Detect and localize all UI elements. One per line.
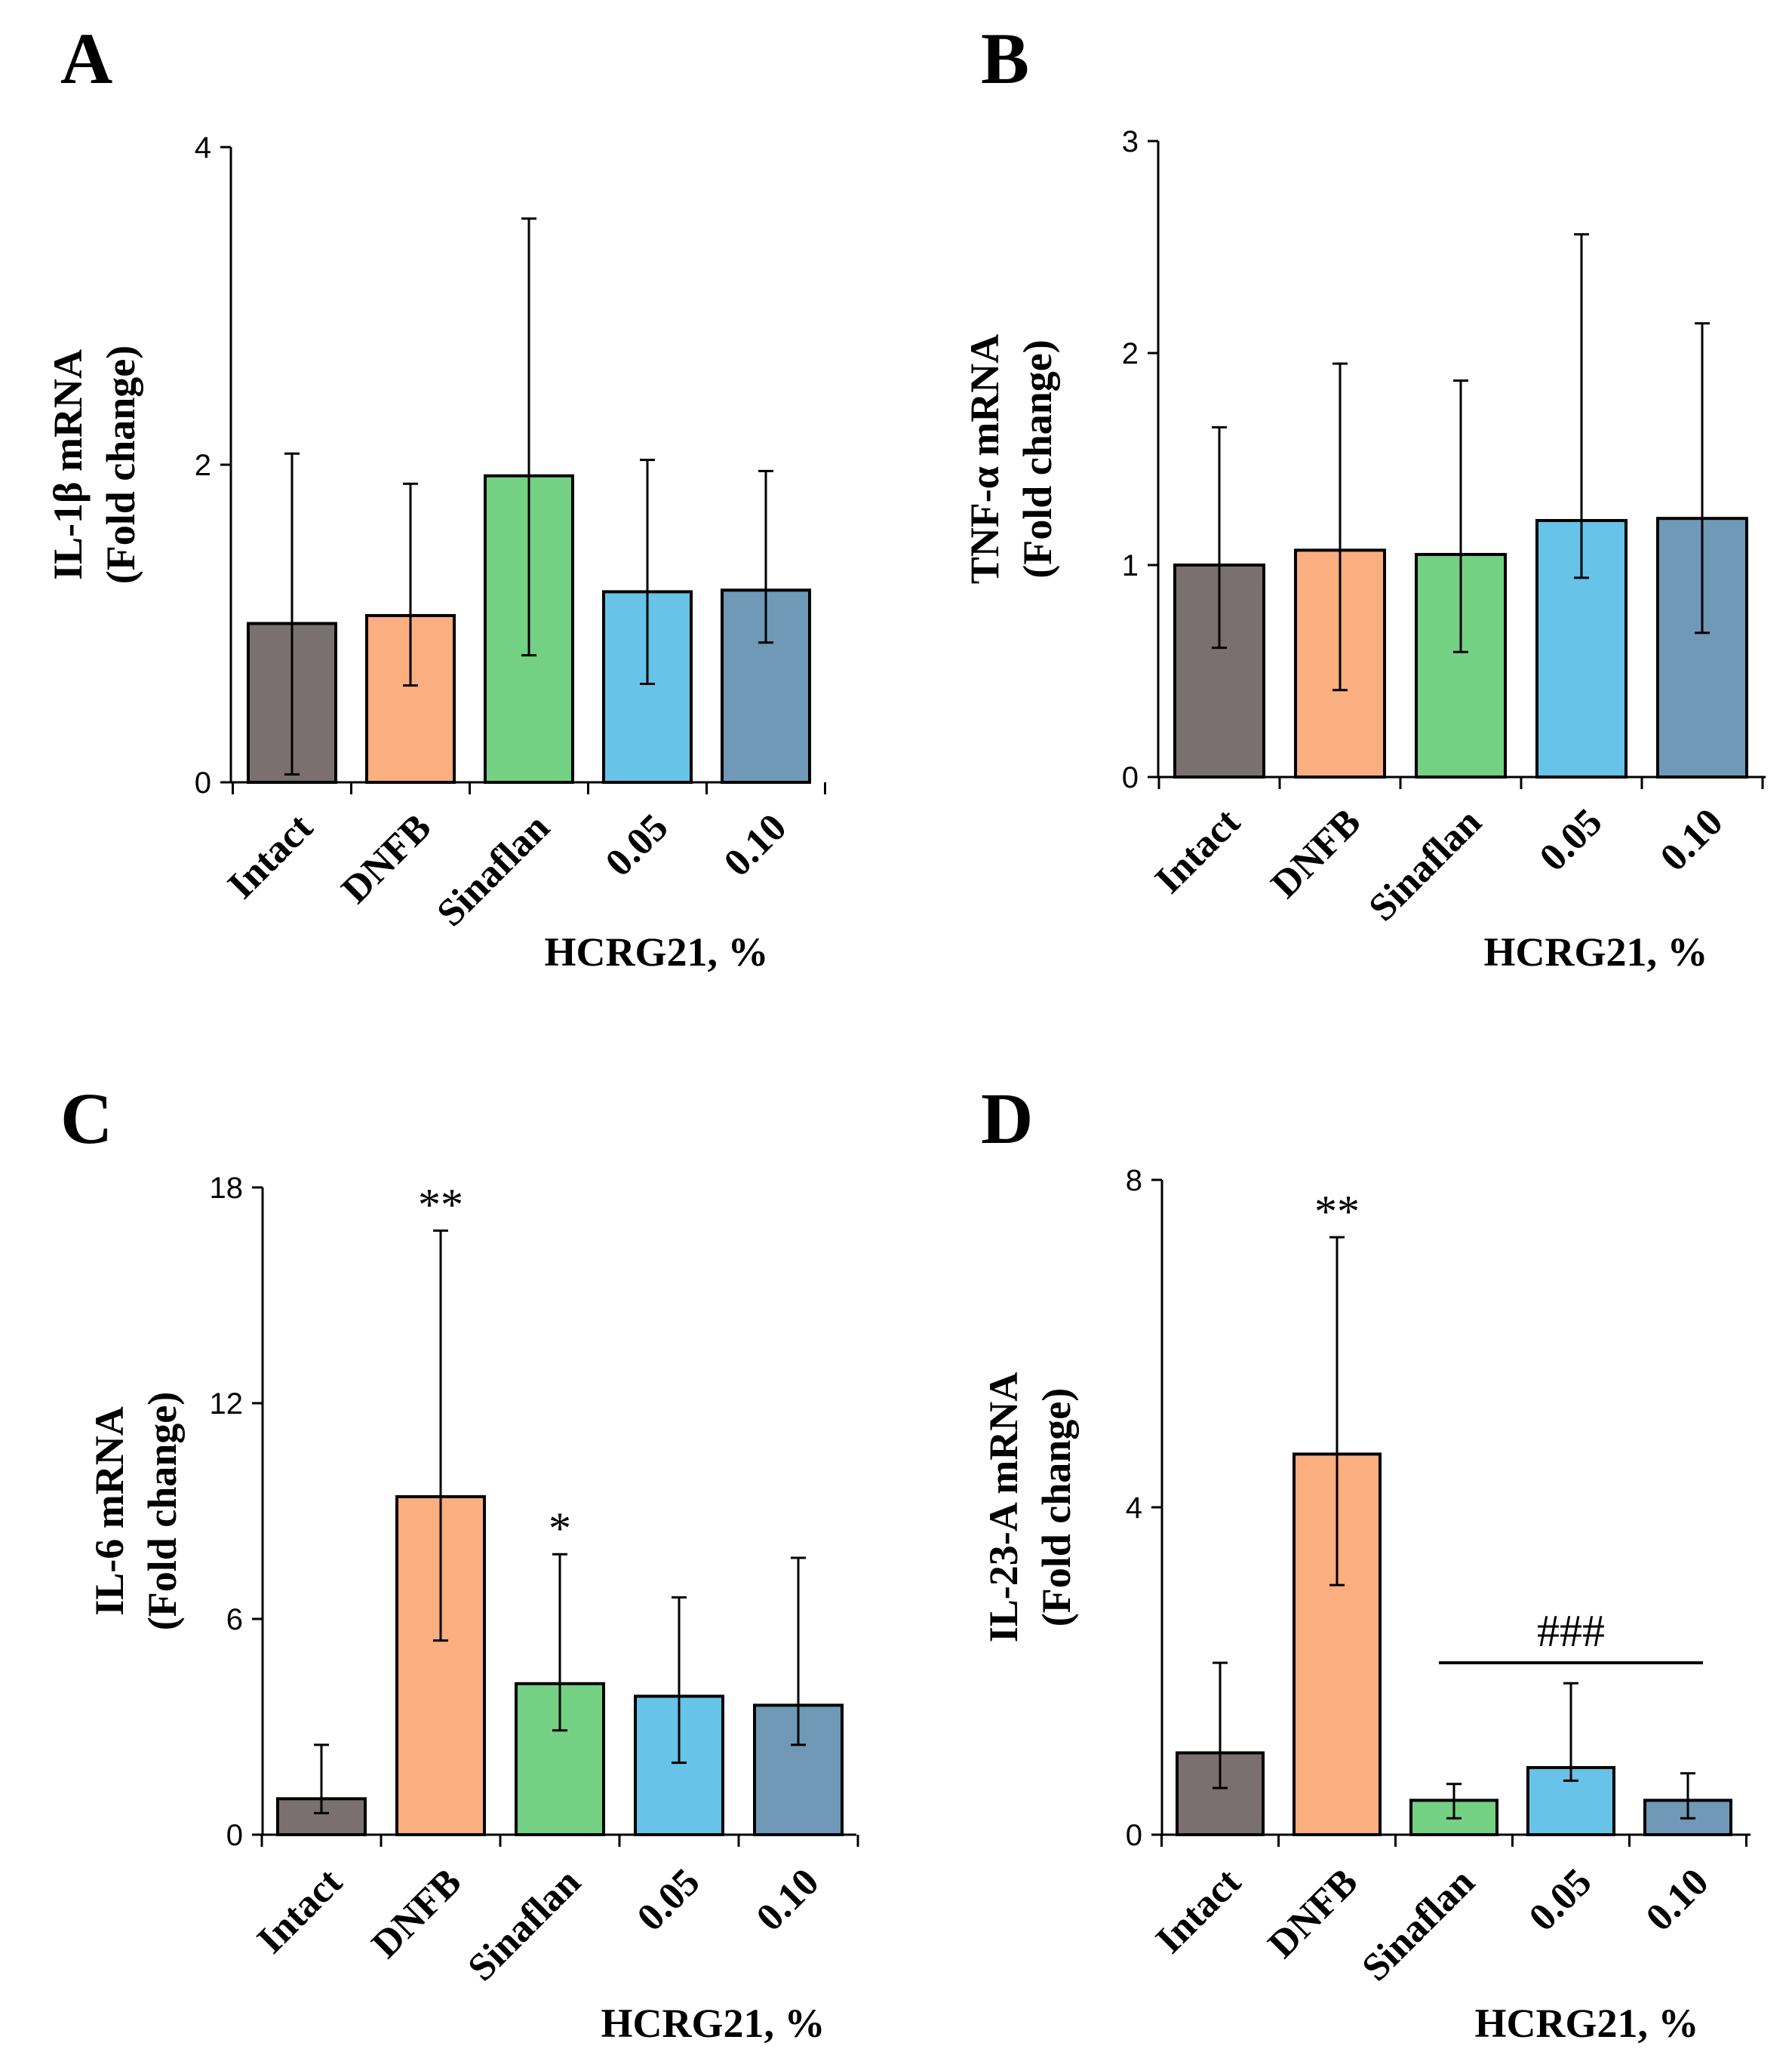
group-annotation-label: ### xyxy=(1537,1606,1605,1656)
y-tick-label: 3 xyxy=(1122,125,1139,158)
figure: A024IL-1β mRNA (Fold change)Intact DNFBSin… xyxy=(0,0,1792,2058)
category-label: DNFB xyxy=(364,1860,469,1966)
group-label: HCRG21, % xyxy=(1475,2001,1699,2046)
y-axis-label-unit: (Fold change) xyxy=(1034,1388,1079,1627)
panel-letter: C xyxy=(60,1078,112,1159)
panel-letter: B xyxy=(981,18,1029,99)
panel-d: D 0 4 8 IL-23-A mRNA (Fold change) Intact ** DNF… xyxy=(981,1078,1751,2046)
category-label: 0.05 xyxy=(1532,800,1611,880)
panel-letter: D xyxy=(981,1078,1033,1159)
group-label: HCRG21, % xyxy=(545,929,769,975)
category-label: Sinaflan xyxy=(429,806,558,935)
category-label: Sinaflan xyxy=(460,1860,589,1989)
y-tick-label: 2 xyxy=(1122,337,1139,370)
y-tick-label: 2 xyxy=(195,449,211,482)
category-label: 0.10 xyxy=(748,1860,828,1940)
panel-a: A 0 2 4 IL-1β mRNA (Fold change) Intact DNFBSin… xyxy=(45,18,825,975)
panel-b: B 0 1 2 3 TNF-α mRNA (Fold change) Intact DNFBSi… xyxy=(962,18,1766,975)
y-tick-label: 0 xyxy=(195,766,211,800)
y-axis-label: IL-1β mRNA xyxy=(45,349,91,580)
category-label: 0.05 xyxy=(629,1860,709,1940)
y-tick-label: 4 xyxy=(1126,1491,1142,1525)
category-label: 0.05 xyxy=(1521,1860,1600,1940)
category-label: Sinaflan xyxy=(1360,800,1489,929)
category-label: Sinaflan xyxy=(1354,1860,1483,1989)
y-tick-label: 0 xyxy=(226,1819,243,1852)
y-axis-label-unit: (Fold change) xyxy=(98,346,143,585)
y-axis-label: TNF-α mRNA xyxy=(962,334,1007,585)
group-label: HCRG21, % xyxy=(1484,929,1708,975)
y-tick-label: 8 xyxy=(1126,1164,1142,1197)
category-label: DNFB xyxy=(334,806,439,911)
significance-marker: * xyxy=(549,1504,571,1553)
significance-marker: ** xyxy=(1314,1187,1360,1236)
category-label: Intact xyxy=(1148,1860,1249,1962)
category-label: 0.05 xyxy=(598,806,677,885)
y-tick-label: 18 xyxy=(210,1172,244,1205)
category-label: DNFB xyxy=(1260,1860,1366,1966)
panel-c: C 0 6 12 18 IL-6 mRNA (Fold change) Intact ** DNF… xyxy=(60,1078,858,2046)
category-label: DNFB xyxy=(1263,800,1369,906)
category-label: Intact xyxy=(1147,800,1249,902)
y-tick-label: 12 xyxy=(210,1387,244,1421)
category-label: 0.10 xyxy=(1638,1860,1717,1940)
y-axis-label-unit: (Fold change) xyxy=(1015,339,1060,579)
y-tick-label: 0 xyxy=(1122,761,1139,794)
category-label: 0.10 xyxy=(1652,800,1732,880)
y-axis-label-unit: (Fold change) xyxy=(140,1392,185,1631)
y-axis-label: IL-23-A mRNA xyxy=(981,1372,1026,1643)
panel-letter: A xyxy=(60,18,112,99)
y-axis-label: IL-6 mRNA xyxy=(87,1406,132,1616)
y-tick-label: 0 xyxy=(1126,1819,1142,1852)
category-label: 0.10 xyxy=(716,806,795,885)
category-label: Intact xyxy=(249,1860,351,1962)
category-label: Intact xyxy=(220,806,321,908)
y-tick-label: 1 xyxy=(1122,549,1139,582)
y-tick-label: 6 xyxy=(226,1603,243,1636)
group-label: HCRG21, % xyxy=(601,2001,825,2046)
significance-marker: ** xyxy=(418,1180,463,1230)
y-tick-label: 4 xyxy=(195,131,211,164)
